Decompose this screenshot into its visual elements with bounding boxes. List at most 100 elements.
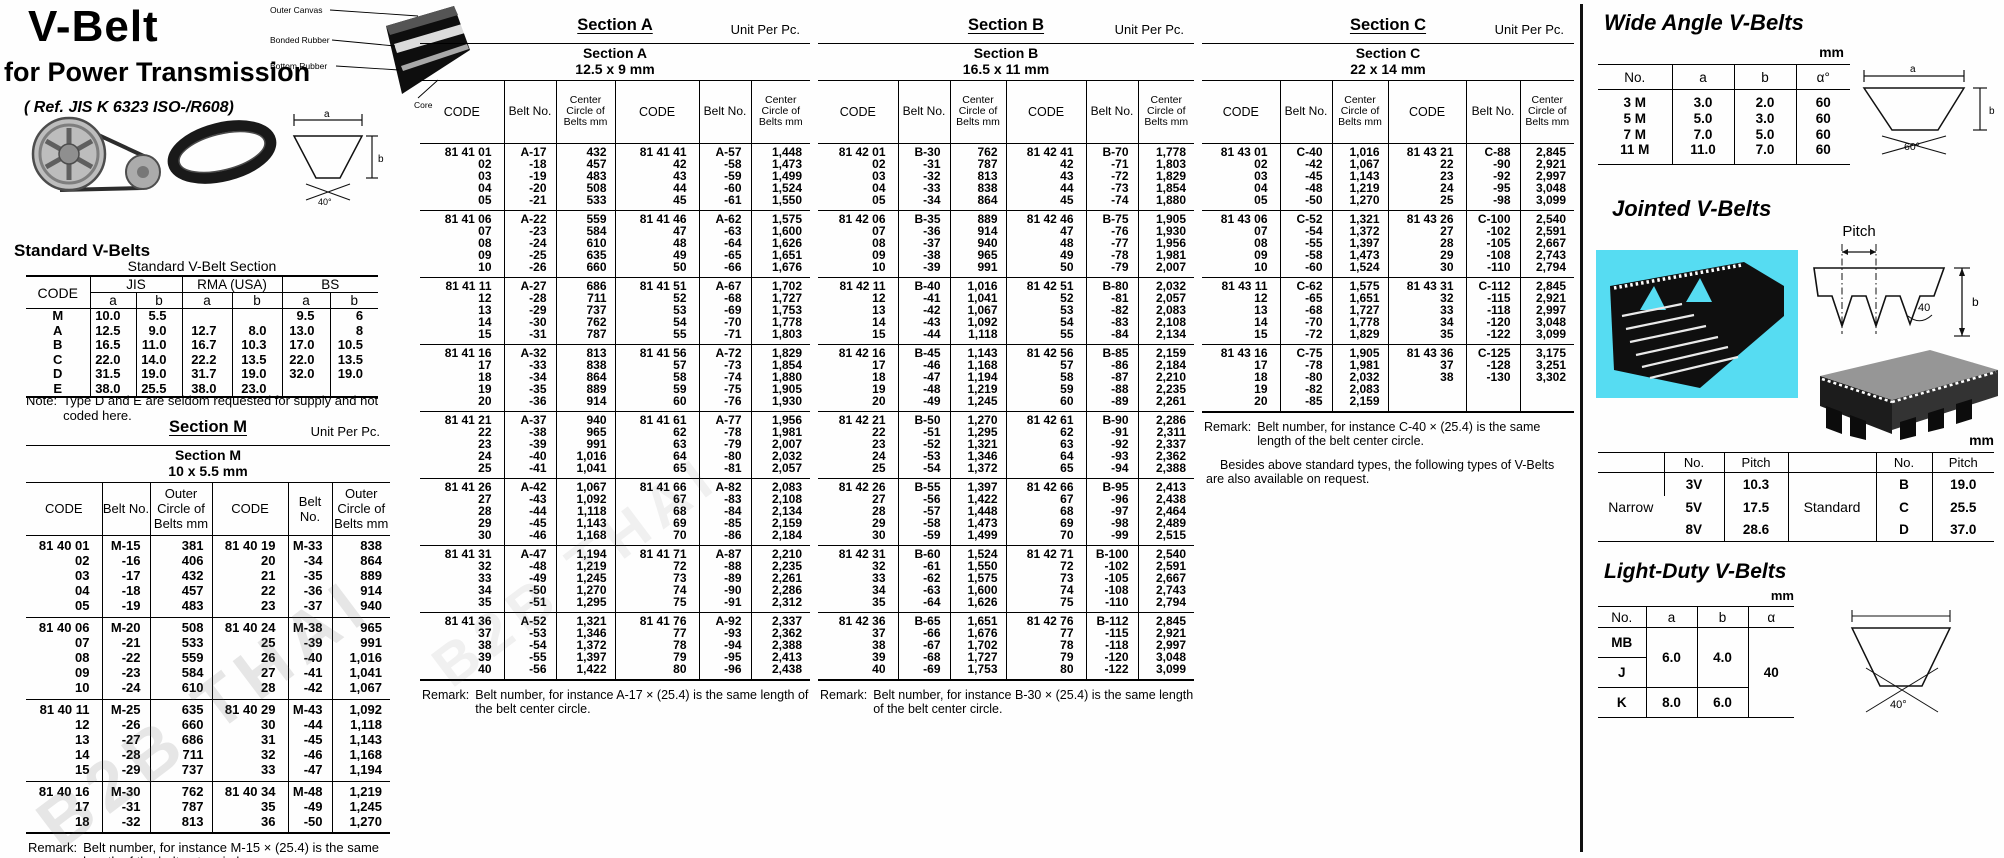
code-cell: 62 xyxy=(1005,426,1086,438)
code-cell: 81 42 16 xyxy=(818,343,898,359)
col-header: a xyxy=(89,292,136,309)
code-cell: 69 xyxy=(1005,517,1086,529)
code-cell: 04 xyxy=(1254,181,1268,196)
circle-cell: 1,753 xyxy=(949,663,1006,680)
belt-no-cell: -39 xyxy=(503,438,556,450)
belt-no-cell: -91 xyxy=(1085,426,1138,438)
code-cell: 02 xyxy=(872,156,886,171)
circle-cell: 2,184 xyxy=(750,529,810,546)
table-row: No. Pitch No. Pitch xyxy=(1598,452,1994,473)
code-cell: 60 xyxy=(1005,395,1086,412)
code-cell: 35 xyxy=(211,798,288,814)
value-cell: 13.5 xyxy=(231,352,283,367)
circle-cell: 584 xyxy=(555,225,615,237)
belt-no-cell: -91 xyxy=(698,596,751,613)
belt-no-cell: -39 xyxy=(897,261,950,278)
belt-no-cell: A-32 xyxy=(503,343,556,359)
circle-cell: 1,829 xyxy=(1137,170,1194,182)
no-cell: 3V xyxy=(1663,472,1724,496)
circle-cell: 1,651 xyxy=(1331,292,1388,304)
circle-cell: 1,727 xyxy=(1331,304,1388,316)
circle-cell: 1,880 xyxy=(750,371,810,383)
value-cell: 23.0 xyxy=(231,381,283,397)
circle-cell: 2,007 xyxy=(1137,261,1194,278)
belt-no-cell: -38 xyxy=(503,426,556,438)
belt-no-cell: -64 xyxy=(897,596,950,613)
table-row: 8V 28.6 D 37.0 xyxy=(1598,518,1994,542)
code-cell: 12 xyxy=(1254,290,1268,305)
section-heading: Section M Unit Per Pc. xyxy=(26,418,390,445)
circle-cell: 1,981 xyxy=(750,426,810,438)
circle-cell: 2,591 xyxy=(1519,225,1574,237)
table-row: 81 41 31 A-47 1,194 81 41 71 A-87 2,210 xyxy=(420,544,810,560)
belt-no-cell: A-92 xyxy=(698,611,751,627)
belt-no-cell: -102 xyxy=(1465,225,1520,237)
subhead-title: Section A xyxy=(582,45,648,61)
table-row: 23 -52 1,321 63 -92 2,337 xyxy=(818,438,1194,450)
table-row: 81 42 06 B-35 889 81 42 46 B-75 1,905 xyxy=(818,209,1194,225)
circle-cell: 1,321 xyxy=(1331,209,1388,225)
circle-cell: 2,845 xyxy=(1519,276,1574,292)
belt-no-cell: -84 xyxy=(1085,328,1138,345)
code-cell: 81 41 06 xyxy=(420,209,504,225)
circle-cell: 2,438 xyxy=(1137,493,1194,505)
circle-cell: 1,727 xyxy=(949,651,1006,663)
col-header: α° xyxy=(1795,64,1850,90)
table-row: 09 -23 584 27 -41 1,041 xyxy=(26,665,390,681)
circle-cell: 2,311 xyxy=(1137,426,1194,438)
code-cell: 72 xyxy=(1005,560,1086,572)
table-row: CODE Belt No. Center Circle of Belts mm COD… xyxy=(818,81,1194,144)
table-row: 13 -27 686 31 -45 1,143 xyxy=(26,731,390,748)
belt-no-cell: -46 xyxy=(503,529,556,546)
belt-no-cell: C-52 xyxy=(1279,209,1332,225)
note-text: Type D and E are seldom requested for su… xyxy=(63,393,379,423)
code-cell: 68 xyxy=(614,505,699,517)
belt-no-cell: -29 xyxy=(101,762,150,782)
table-row: 13 -29 737 53 -69 1,753 xyxy=(420,304,810,316)
value-cell: 31.7 xyxy=(181,366,233,382)
table-row: 28 -57 1,448 68 -97 2,464 xyxy=(818,505,1194,517)
belt-no-cell: -60 xyxy=(1279,261,1332,278)
code-cell: 03 xyxy=(872,168,886,183)
circle-cell: 1,550 xyxy=(750,194,810,211)
circle-cell: 2,921 xyxy=(1519,292,1574,304)
subhead-size: 22 x 14 mm xyxy=(1350,60,1426,77)
circle-cell: 2,921 xyxy=(1137,627,1194,639)
belt-no-cell: A-37 xyxy=(503,410,556,426)
section-remark: Remark: Belt number, for instance C-40 ×… xyxy=(1202,420,1574,448)
belt-no-cell: -52 xyxy=(897,438,950,450)
code-cell: C xyxy=(53,351,63,367)
pitch-cell: 37.0 xyxy=(1931,518,1994,542)
section-title: Section B xyxy=(967,16,1045,34)
section-heading: Section B Unit Per Pc. xyxy=(818,16,1194,43)
code-cell: 81 42 36 xyxy=(818,611,898,627)
belt-no-cell: -85 xyxy=(698,517,751,529)
table-row: 25 -41 1,041 65 -81 2,057 xyxy=(420,462,810,479)
belt-no-cell: -43 xyxy=(503,493,556,505)
circle-cell: 1,245 xyxy=(555,572,615,584)
belt-no-cell: -86 xyxy=(698,529,751,546)
a-cell: 6.0 xyxy=(1645,627,1697,688)
table-row: 81 41 21 A-37 940 81 41 61 A-77 1,956 xyxy=(420,410,810,426)
circle-cell: 1,118 xyxy=(949,328,1006,345)
belt-no-cell: -36 xyxy=(503,395,556,412)
reference-text: ( Ref. JIS K 6323 ISO-/R608) xyxy=(24,99,234,116)
belt-no-cell: -44 xyxy=(897,328,950,345)
circle-cell: 1,626 xyxy=(750,237,810,249)
code-cell: 17 xyxy=(478,357,492,372)
belt-no-cell: B-35 xyxy=(897,209,950,225)
code-cell: 15 xyxy=(75,762,90,778)
circle-cell: 2,794 xyxy=(1137,596,1194,613)
col-header: CODE xyxy=(420,81,504,144)
code-cell: 48 xyxy=(1005,237,1086,249)
code-cell: 03 xyxy=(478,168,492,183)
circle-cell: 762 xyxy=(555,316,615,328)
circle-cell: 1,397 xyxy=(949,477,1006,493)
circle-cell: 787 xyxy=(949,157,1006,170)
code-cell: 12 xyxy=(75,716,90,732)
col-header: a xyxy=(1645,606,1697,628)
code-cell: 67 xyxy=(1005,493,1086,505)
circle-cell: 1,194 xyxy=(331,762,390,782)
code-cell: 79 xyxy=(614,651,699,663)
code-cell: 81 41 31 xyxy=(420,544,504,560)
